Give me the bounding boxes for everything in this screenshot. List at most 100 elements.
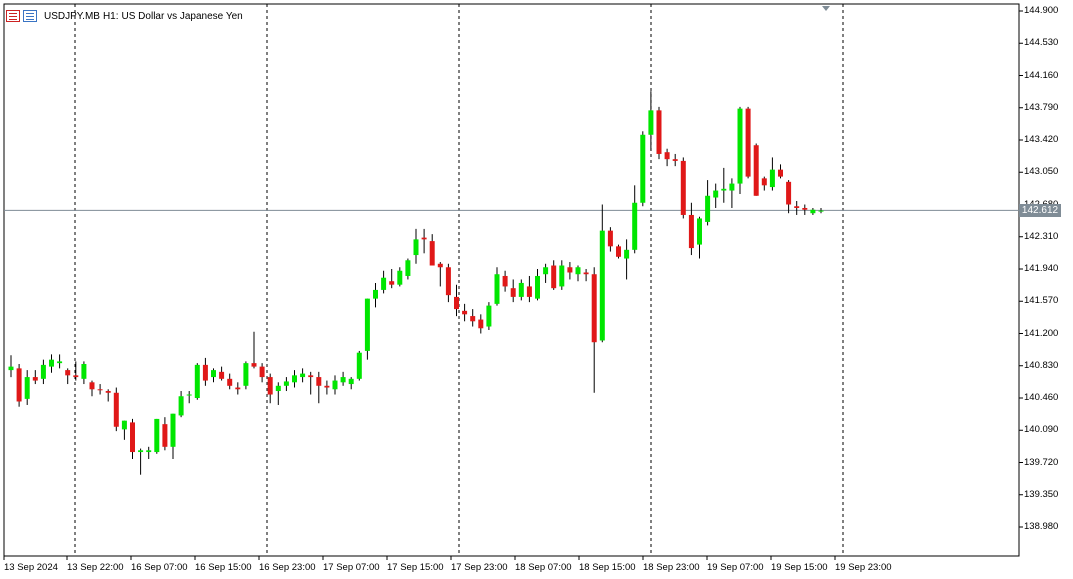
candle-bullish[interactable] [146, 446, 152, 460]
candle-bearish[interactable] [688, 202, 694, 256]
candle-bearish[interactable] [97, 384, 103, 395]
candle-bearish[interactable] [316, 371, 322, 404]
candle-bearish[interactable] [162, 417, 168, 451]
candle-bearish[interactable] [462, 303, 468, 322]
candle-bearish[interactable] [16, 364, 22, 407]
candle-bearish[interactable] [89, 380, 95, 397]
candle-bullish[interactable] [300, 368, 306, 383]
candle-bearish[interactable] [219, 366, 225, 381]
candle-bullish[interactable] [818, 207, 824, 214]
candle-bearish[interactable] [32, 370, 38, 385]
candle-bullish[interactable] [121, 420, 127, 440]
candle-bullish[interactable] [340, 371, 346, 386]
candle-bearish[interactable] [227, 373, 233, 390]
candle-bullish[interactable] [397, 267, 403, 287]
candle-bearish[interactable] [113, 387, 119, 432]
candle-bearish[interactable] [130, 418, 135, 460]
candle-bullish[interactable] [81, 361, 87, 385]
candle-bullish[interactable] [697, 216, 702, 259]
candle-bearish[interactable] [437, 262, 443, 287]
candle-bullish[interactable] [640, 131, 646, 207]
candle-bearish[interactable] [583, 269, 589, 282]
candle-bullish[interactable] [518, 279, 524, 301]
candle-bullish[interactable] [405, 258, 411, 280]
window-icon[interactable] [23, 10, 37, 22]
candle-bullish[interactable] [559, 260, 565, 290]
candle-bearish[interactable] [235, 382, 241, 395]
candle-bearish[interactable] [526, 275, 532, 303]
candle-bearish[interactable] [324, 380, 330, 395]
candle-bullish[interactable] [721, 167, 727, 203]
candle-bullish[interactable] [575, 265, 581, 282]
candle-bullish[interactable] [632, 185, 638, 254]
candle-bearish[interactable] [429, 234, 435, 266]
candle-bullish[interactable] [24, 370, 30, 405]
candle-bullish[interactable] [211, 368, 216, 383]
candle-bullish[interactable] [713, 183, 719, 208]
candle-bearish[interactable] [259, 363, 265, 383]
candle-bearish[interactable] [672, 153, 678, 167]
candle-bearish[interactable] [753, 143, 759, 196]
candle-bullish[interactable] [57, 354, 63, 369]
candle-bearish[interactable] [65, 368, 71, 385]
candle-bearish[interactable] [551, 260, 557, 290]
candle-bullish[interactable] [348, 377, 354, 390]
candle-bearish[interactable] [786, 180, 792, 214]
candle-bullish[interactable] [729, 178, 735, 208]
candle-bearish[interactable] [267, 373, 273, 404]
candle-bearish[interactable] [664, 148, 670, 167]
candle-bullish[interactable] [194, 363, 200, 400]
candle-bullish[interactable] [373, 282, 378, 308]
candle-bullish[interactable] [381, 270, 387, 294]
candle-bearish[interactable] [656, 106, 662, 160]
candle-bullish[interactable] [535, 269, 540, 301]
candle-bullish[interactable] [810, 207, 816, 215]
chart-menu-icon[interactable] [6, 10, 20, 22]
candle-bearish[interactable] [778, 164, 783, 179]
candle-bullish[interactable] [154, 418, 160, 454]
candle-bullish[interactable] [40, 359, 46, 385]
candle-bullish[interactable] [170, 413, 176, 460]
candle-bearish[interactable] [478, 314, 484, 334]
candle-bearish[interactable] [761, 176, 767, 191]
candle-bearish[interactable] [421, 228, 427, 254]
candle-bearish[interactable] [745, 106, 751, 179]
candle-bearish[interactable] [502, 270, 508, 292]
candle-bearish[interactable] [73, 361, 79, 381]
candle-bullish[interactable] [49, 354, 54, 373]
candle-bullish[interactable] [283, 377, 289, 392]
candle-bearish[interactable] [680, 157, 686, 219]
candle-bullish[interactable] [648, 91, 654, 151]
candle-bullish[interactable] [186, 391, 192, 404]
candle-bullish[interactable] [705, 180, 711, 226]
candle-bullish[interactable] [543, 263, 549, 283]
candle-bullish[interactable] [624, 239, 630, 280]
candle-bullish[interactable] [364, 298, 370, 360]
candle-bullish[interactable] [138, 448, 144, 475]
candle-bearish[interactable] [445, 263, 451, 303]
candle-bullish[interactable] [737, 106, 743, 195]
candle-bullish[interactable] [8, 355, 14, 378]
candle-bullish[interactable] [332, 375, 338, 395]
candle-bearish[interactable] [251, 331, 257, 369]
candle-bearish[interactable] [454, 284, 459, 317]
candle-bearish[interactable] [616, 244, 621, 259]
shift-marker-icon[interactable] [822, 6, 830, 11]
candle-bearish[interactable] [794, 201, 800, 215]
candle-bearish[interactable] [607, 227, 613, 252]
candle-bearish[interactable] [308, 371, 314, 395]
candle-bullish[interactable] [769, 157, 775, 191]
candle-bullish[interactable] [599, 204, 605, 343]
candle-bearish[interactable] [567, 262, 573, 280]
candle-bearish[interactable] [389, 269, 395, 289]
candle-bearish[interactable] [105, 389, 111, 402]
candle-bullish[interactable] [178, 391, 184, 418]
candle-bearish[interactable] [802, 204, 808, 215]
candle-bullish[interactable] [292, 370, 297, 388]
candle-bullish[interactable] [356, 350, 362, 381]
candle-bullish[interactable] [486, 302, 492, 331]
candle-bullish[interactable] [494, 267, 500, 306]
candle-bullish[interactable] [413, 228, 419, 264]
